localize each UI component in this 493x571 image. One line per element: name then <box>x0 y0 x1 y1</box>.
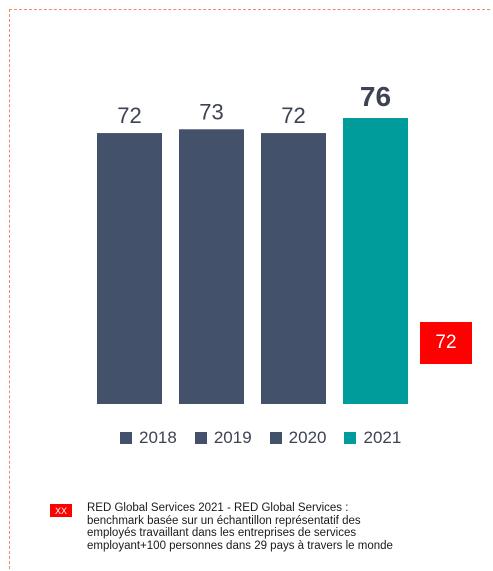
footnote-badge: XX <box>50 504 72 517</box>
data-label-2020: 72 <box>281 103 305 128</box>
footnote-text: RED Global Services 2021 - RED Global Se… <box>87 502 467 552</box>
chart-frame <box>9 9 490 569</box>
bar-2018 <box>97 133 162 405</box>
legend-swatch <box>269 432 282 444</box>
bar-2020 <box>261 133 326 405</box>
footnote-line: employés travaillant dans les entreprise… <box>87 527 357 540</box>
bar-2019 <box>179 129 244 404</box>
data-label-2021: 76 <box>360 81 391 112</box>
benchmark-badge: 72 <box>420 322 472 364</box>
legend-label: 2018 <box>139 428 177 447</box>
footnote-line: employant+100 personnes dans 29 pays à t… <box>87 539 393 552</box>
bar-chart: 72 73 72 76 <box>97 81 408 405</box>
legend-label: 2019 <box>213 428 252 447</box>
legend-swatch <box>120 432 132 444</box>
legend-swatch <box>344 432 357 444</box>
legend-item: 2019 <box>194 428 252 448</box>
legend-item: 2021 <box>344 428 401 448</box>
legend-swatch <box>194 432 207 444</box>
footnote-line: benchmark basée sur un échantillon repré… <box>87 514 361 527</box>
legend-label: 2020 <box>288 428 327 447</box>
bar-2021 <box>343 118 408 404</box>
legend-label: 2021 <box>363 428 402 447</box>
data-label-2019: 73 <box>199 99 223 124</box>
legend-item: 2020 <box>269 428 327 448</box>
legend-item: 2018 <box>120 428 177 448</box>
data-label-2018: 72 <box>117 103 141 128</box>
legend: 2018 2019 2020 2021 <box>120 428 401 448</box>
footnote-line: RED Global Services 2021 - RED Global Se… <box>87 502 349 514</box>
